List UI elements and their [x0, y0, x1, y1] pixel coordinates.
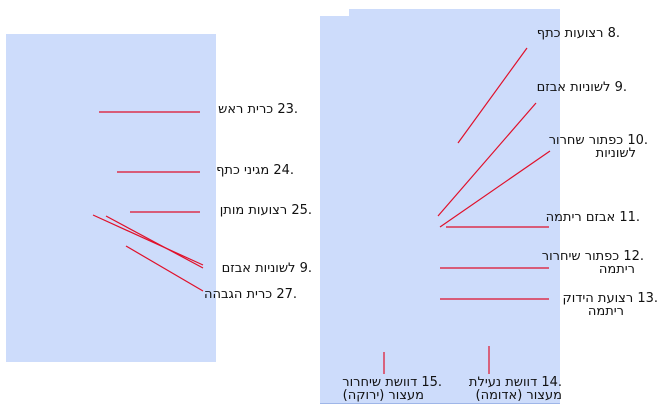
leader-line-9-left-b [105, 215, 204, 269]
leader-line-9-left-a [92, 214, 204, 266]
label-10-line-2: לשוניות [595, 146, 636, 161]
label-13-harness-tightening-strap: .13 רצועת הידוק ריתמה [563, 292, 659, 318]
label-10-line-1: .10 כפתור שחרור [548, 133, 648, 148]
label-8-shoulder-straps: .8 רצועות כתף [536, 26, 620, 41]
leader-line-27 [125, 245, 204, 292]
right-diagram-panel [320, 16, 560, 404]
label-15-brake-release-pedal: .15 דוושת שיחרור מעצור (ירוקה) [342, 376, 442, 402]
label-9-buckle-tongues: .9 לשוניות אבזם [536, 80, 627, 95]
leader-line-9 [437, 102, 537, 217]
right-panel-base-line [320, 403, 560, 404]
left-diagram-panel [6, 34, 216, 362]
label-14-line-2: מעצור (אדומה) [475, 388, 563, 403]
leader-line-8 [457, 47, 528, 144]
label-15-line-1: .15 דוושת שיחרור [342, 375, 442, 390]
label-14-brake-lock-pedal: .14 דוושת נעילת מעצור (אדומה) [469, 376, 562, 402]
label-12-harness-release-button: .12 כפתור שיחרור ריתמה [542, 250, 644, 276]
right-panel-top-notch [349, 9, 560, 17]
label-15-line-2: מעצור (ירוקה) [342, 388, 424, 403]
label-25-waist-straps: .25 רצועות מותן [219, 203, 312, 218]
label-27-booster-cushion: .27 כרית הגבהה [204, 287, 297, 302]
label-13-line-1: .13 רצועת הידוק [562, 291, 659, 306]
label-23-head-pad: .23 כרית ראש [218, 102, 298, 117]
label-13-line-2: ריתמה [587, 304, 624, 319]
leader-line-10 [439, 150, 551, 228]
label-11-harness-buckle: .11 אבזם ריתמה [545, 210, 640, 225]
label-9-buckle-tongues-left: .9 לשוניות אבזם [221, 261, 312, 276]
label-14-line-1: .14 דוושת נעילת [468, 375, 562, 390]
label-12-line-2: ריתמה [598, 262, 635, 277]
label-10-tongue-release-button: .10 כפתור שחרור לשוניות [549, 134, 648, 160]
label-12-line-1: .12 כפתור שיחרור [541, 249, 644, 264]
label-24-shoulder-pads: .24 מגיני כתף [216, 163, 294, 178]
